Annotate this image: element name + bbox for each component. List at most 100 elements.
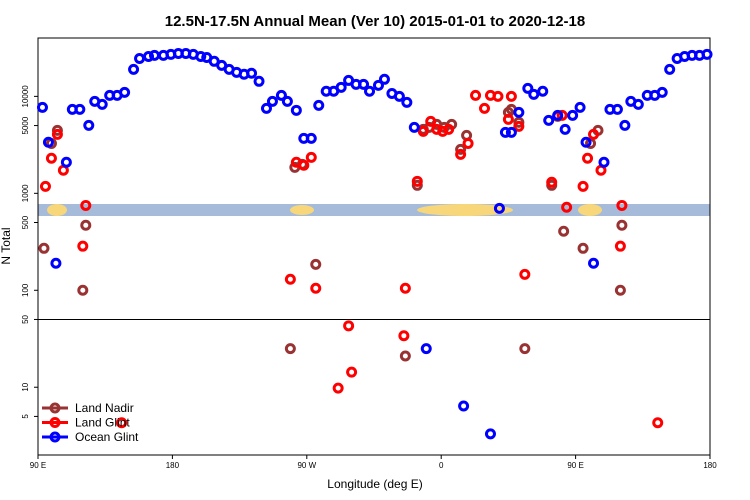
point [119,86,131,98]
point [556,109,568,121]
y-tick-label: 5 [21,414,30,419]
point [372,79,384,91]
point [411,175,423,187]
point [310,258,322,270]
point [393,90,405,102]
point [246,67,258,79]
point [364,85,376,97]
legend-swatch [49,402,61,414]
point [378,73,390,85]
point [83,119,95,131]
point [332,382,344,394]
point [502,113,514,125]
point [420,343,432,355]
point [77,284,89,296]
point [281,95,293,107]
point [656,86,668,98]
point [479,102,491,114]
legend-swatch [49,417,61,428]
point [305,132,317,144]
point [443,123,455,135]
point [582,152,594,164]
point [96,98,108,110]
point [616,199,628,211]
point [290,104,302,116]
point [143,50,155,62]
point [546,176,558,188]
x-tick-label: 90 E [30,461,46,470]
y-tick-label: 10000 [21,85,30,108]
point [39,180,51,192]
point [310,282,322,294]
point [80,199,92,211]
point [195,50,207,62]
legend-label: Land Glint [75,416,130,430]
point [577,242,589,254]
point [614,284,626,296]
point [552,109,564,121]
point [398,330,410,342]
point [51,124,63,136]
point [513,116,525,128]
point [484,428,496,440]
x-tick-label: 180 [703,461,717,470]
point [470,89,482,101]
point [577,180,589,192]
x-tick-label: 0 [439,461,444,470]
point [543,114,555,126]
point [343,320,355,332]
point [558,225,570,237]
point [45,152,57,164]
point [51,128,63,140]
point [80,219,92,231]
y-tick-label: 500 [21,215,30,229]
y-tick-label: 100 [21,283,30,297]
x-tick-label: 180 [166,461,180,470]
point [455,148,467,160]
point [38,242,50,254]
point [401,96,413,108]
y-axis-label: N Total [0,227,13,264]
point [614,240,626,252]
land-strip [578,204,602,216]
point [260,102,272,114]
point [664,63,676,75]
point [458,400,470,412]
point [652,417,664,429]
point [519,268,531,280]
point [455,143,467,155]
point [567,109,579,121]
point [116,417,128,429]
point [253,75,265,87]
point [499,126,511,138]
point [611,103,623,115]
point [519,343,531,355]
point [492,90,504,102]
point [580,136,592,148]
point [399,282,411,294]
point [701,48,713,60]
point [528,88,540,100]
point [284,273,296,285]
point [588,128,600,140]
legend-swatch [49,431,61,443]
chart-title: 12.5N-17.5N Annual Mean (Ver 10) 2015-01… [165,13,585,30]
point [616,219,628,231]
point [462,137,474,149]
point [513,106,525,118]
point [284,343,296,355]
land-strip [290,205,314,215]
point [559,123,571,135]
y-tick-label: 50 [21,314,30,323]
point [335,81,347,93]
point [134,52,146,64]
point [425,115,437,127]
point [505,126,517,138]
point [77,240,89,252]
point [36,101,48,113]
point [50,257,62,269]
point [313,99,325,111]
land-strip [417,204,513,216]
map-strip [38,204,710,216]
